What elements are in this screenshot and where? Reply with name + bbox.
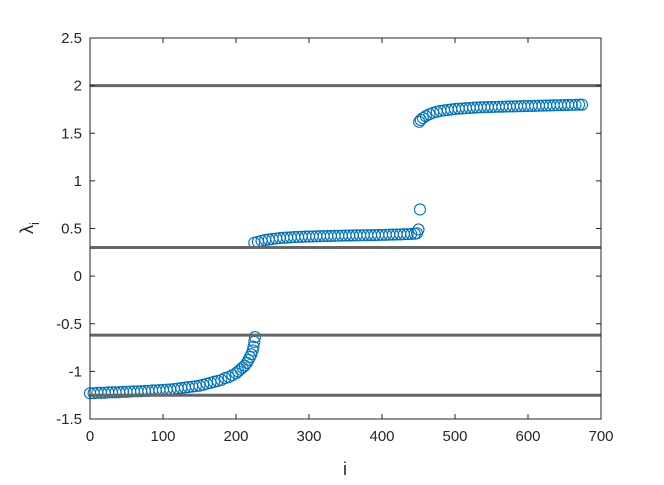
x-tick-label: 400 xyxy=(369,428,394,445)
x-axis-label: i xyxy=(343,459,347,479)
y-tick-label: 0.5 xyxy=(61,221,82,238)
x-tick-label: 100 xyxy=(150,428,175,445)
axis-ticks: 0 100 200 300 400 500 600 700 -1.5 -1 -0.5 0 0.5 1 1.5… xyxy=(56,30,613,445)
data-point xyxy=(565,98,578,111)
data-point xyxy=(247,340,260,353)
data-point xyxy=(412,223,425,236)
y-tick-label: -0.5 xyxy=(56,316,82,333)
x-tick-label: 200 xyxy=(223,428,248,445)
y-tick-label: -1.5 xyxy=(56,411,82,428)
data-point xyxy=(416,111,429,125)
svg-text:λi: λi xyxy=(17,222,42,234)
data-point xyxy=(246,344,259,357)
y-axis-label-main: λ xyxy=(17,225,37,234)
x-tick-label: 300 xyxy=(296,428,321,445)
x-tick-label: 700 xyxy=(588,428,613,445)
y-axis-label-subscript: i xyxy=(27,222,42,225)
y-tick-label: 0 xyxy=(74,268,82,285)
y-axis-label: λi xyxy=(17,222,42,234)
data-point xyxy=(573,98,586,111)
x-tick-label: 600 xyxy=(515,428,540,445)
plot-frame xyxy=(89,37,602,420)
y-tick-label: 2 xyxy=(74,78,82,95)
data-point xyxy=(401,228,414,241)
data-point xyxy=(405,227,418,240)
x-tick-label: 0 xyxy=(86,428,94,445)
y-tick-label: 1 xyxy=(74,173,82,190)
data-point xyxy=(236,361,249,374)
y-tick-label: 1.5 xyxy=(61,125,82,142)
data-point xyxy=(248,331,262,344)
data-point xyxy=(234,363,247,376)
y-tick-label: 2.5 xyxy=(61,30,82,47)
data-point xyxy=(569,98,582,111)
y-tick-label: -1 xyxy=(69,363,82,380)
data-point xyxy=(243,351,256,364)
x-tick-label: 500 xyxy=(442,428,467,445)
data-point xyxy=(575,98,589,111)
reference-lines xyxy=(90,84,601,397)
data-point xyxy=(413,203,427,216)
